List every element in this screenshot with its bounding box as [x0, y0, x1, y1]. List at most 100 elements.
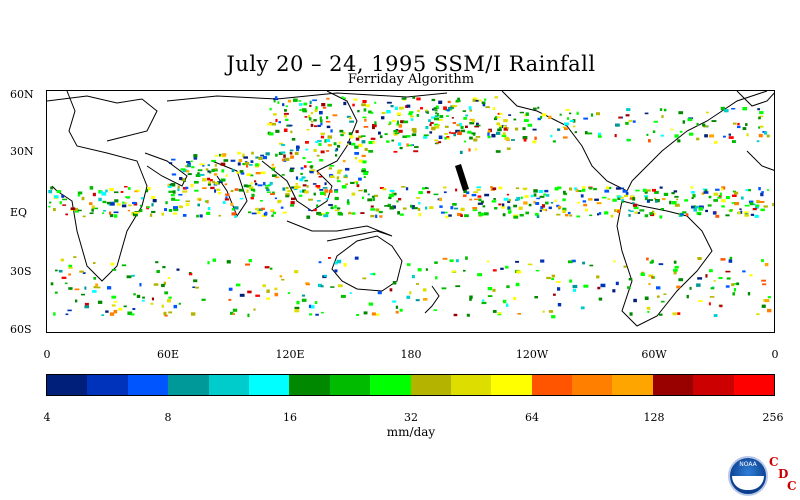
rainfall-cell: [532, 140, 537, 144]
coastline-europe: [47, 95, 158, 142]
rainfall-cell: [220, 162, 226, 166]
rainfall-cell: [677, 312, 681, 315]
rainfall-cell: [399, 308, 403, 312]
rainfall-cell: [283, 154, 286, 158]
rainfall-cell: [319, 189, 324, 191]
rainfall-cell: [525, 112, 529, 116]
rainfall-cell: [695, 205, 699, 209]
rainfall-cell: [446, 115, 449, 117]
rainfall-cell: [460, 125, 464, 129]
rainfall-cell: [416, 114, 420, 117]
rainfall-cell: [468, 106, 472, 110]
rainfall-cell: [250, 182, 253, 185]
rainfall-cell: [471, 132, 476, 135]
rainfall-cell: [719, 192, 722, 196]
rainfall-cell: [218, 214, 221, 217]
rainfall-cell: [268, 132, 274, 136]
rainfall-cell: [285, 186, 289, 189]
rainfall-cell: [446, 136, 450, 139]
rainfall-cell: [759, 111, 764, 115]
rainfall-cell: [340, 294, 346, 298]
rainfall-cell: [364, 118, 367, 122]
rainfall-cell: [621, 199, 625, 202]
rainfall-cell: [183, 180, 186, 182]
rainfall-cell: [289, 168, 294, 173]
rainfall-cell: [723, 109, 729, 113]
rainfall-cell: [93, 286, 96, 289]
rainfall-cell: [224, 198, 230, 201]
rainfall-cell: [703, 191, 709, 194]
rainfall-cell: [725, 270, 731, 273]
rainfall-cell: [656, 295, 660, 298]
rainfall-cell: [481, 301, 487, 305]
rainfall-cell: [585, 208, 588, 212]
rainfall-cell: [582, 261, 585, 265]
colorbar-tick-256: 256: [762, 411, 784, 424]
rainfall-cell: [327, 103, 332, 107]
rainfall-cell: [441, 211, 445, 214]
rainfall-cell: [271, 122, 276, 126]
rainfall-cell: [455, 129, 460, 133]
rainfall-cell: [626, 108, 631, 112]
rainfall-cell: [260, 171, 266, 175]
rainfall-cell: [370, 137, 376, 140]
rainfall-cell: [212, 258, 216, 262]
rainfall-cell: [520, 196, 523, 200]
colorbar-tick-32: 32: [404, 411, 418, 424]
rainfall-cell: [478, 212, 484, 216]
rainfall-cell: [484, 98, 487, 101]
rainfall-cell: [368, 150, 374, 153]
rainfall-cell: [544, 189, 549, 193]
rainfall-cell: [731, 283, 735, 287]
rainfall-cell: [629, 197, 634, 200]
rainfall-cell: [690, 186, 694, 189]
rainfall-cell: [362, 160, 367, 164]
rainfall-cell: [572, 284, 578, 289]
rainfall-cell: [434, 139, 439, 142]
rainfall-cell: [231, 208, 235, 211]
rainfall-cell: [702, 123, 706, 127]
rainfall-cell: [378, 210, 383, 214]
rainfall-cell: [506, 193, 509, 196]
rainfall-cell: [199, 163, 205, 166]
rainfall-cell: [315, 106, 318, 110]
rainfall-cell: [65, 213, 68, 216]
rainfall-cell: [757, 108, 760, 111]
rainfall-cell: [315, 185, 321, 188]
rainfall-cell: [185, 186, 189, 189]
rainfall-cell: [156, 270, 160, 273]
rainfall-cell: [487, 260, 490, 263]
rainfall-cell: [604, 211, 609, 215]
rainfall-cell: [165, 201, 168, 205]
rainfall-cell: [572, 125, 576, 128]
rainfall-cell: [420, 107, 423, 110]
rainfall-cell: [306, 128, 310, 131]
rainfall-cell: [271, 163, 275, 166]
rainfall-cell: [310, 120, 314, 123]
rainfall-cell: [128, 187, 131, 190]
rainfall-cell: [342, 159, 346, 163]
rainfall-cell: [689, 286, 692, 290]
rainfall-cell: [660, 134, 664, 137]
rainfall-cell: [482, 103, 486, 107]
rainfall-cell: [291, 138, 296, 141]
rainfall-cell: [178, 302, 181, 305]
rainfall-cell: [613, 260, 616, 263]
colorbar-tick-64: 64: [525, 411, 539, 424]
rainfall-cell: [240, 172, 245, 175]
rainfall-cell: [409, 111, 414, 114]
rainfall-cell: [713, 199, 718, 202]
rainfall-cell: [352, 212, 356, 215]
rainfall-cell: [465, 114, 469, 117]
rainfall-cell: [312, 183, 317, 185]
rainfall-cell: [89, 186, 94, 190]
rainfall-cell: [545, 201, 549, 205]
rainfall-cell: [423, 136, 428, 139]
rainfall-cell: [576, 111, 579, 115]
rainfall-cell: [425, 109, 428, 112]
rainfall-cell: [725, 214, 730, 217]
rainfall-cell: [265, 184, 270, 187]
rainfall-cell: [417, 268, 422, 272]
rainfall-cell: [168, 185, 172, 188]
rainfall-cell: [244, 162, 250, 166]
